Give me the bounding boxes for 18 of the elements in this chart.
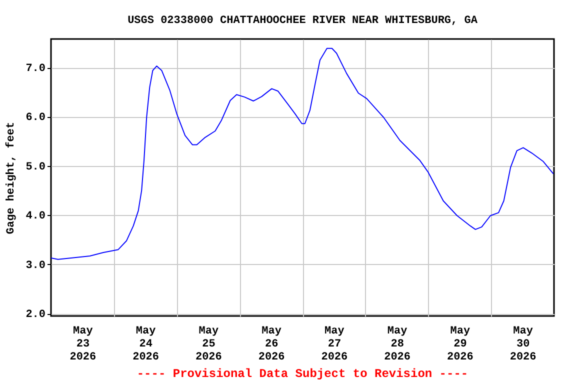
- x-tick-label: May 30 2026: [510, 326, 536, 364]
- y-tick-label: 6.0: [26, 112, 46, 124]
- x-tick-label: May 29 2026: [446, 326, 474, 364]
- x-tick-label: May 25 2026: [195, 326, 222, 364]
- x-tick-label: May 27 2026: [321, 326, 348, 364]
- text: ---- Provisional Data Subject to Revision ----: [136, 367, 470, 381]
- x-tick-label: May 28 2026: [384, 326, 411, 364]
- y-tick-label: 5.0: [26, 161, 46, 174]
- y-axis-title: Gage height, feet: [4, 122, 18, 234]
- chart-title: USGS 02338000 CHATTAHOOCHEE RIVER NEAR WHITESBURG, GA: [128, 15, 478, 27]
- y-tick-label: 4.0: [26, 210, 46, 223]
- y-tick-label: 7.0: [26, 63, 46, 76]
- x-tick-label: May 24 2026: [132, 326, 160, 364]
- x-tick-label: May 26 2026: [258, 326, 285, 364]
- y-tick-label: 2.0: [26, 309, 46, 322]
- x-tick-label: May 23 2026: [70, 326, 96, 364]
- y-tick-label: 3.0: [26, 260, 46, 272]
- line-series: [51, 48, 554, 260]
